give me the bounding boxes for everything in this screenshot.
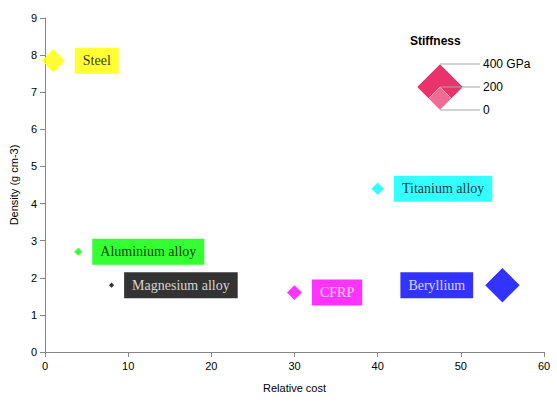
svg-text:3: 3 bbox=[31, 235, 37, 247]
svg-text:6: 6 bbox=[31, 123, 37, 135]
svg-text:9: 9 bbox=[31, 12, 37, 24]
svg-text:20: 20 bbox=[205, 360, 217, 372]
svg-text:200: 200 bbox=[483, 80, 503, 94]
svg-text:1: 1 bbox=[31, 309, 37, 321]
svg-text:2: 2 bbox=[31, 272, 37, 284]
svg-text:50: 50 bbox=[455, 360, 467, 372]
svg-text:8: 8 bbox=[31, 49, 37, 61]
svg-text:5: 5 bbox=[31, 160, 37, 172]
svg-text:40: 40 bbox=[372, 360, 384, 372]
svg-text:60: 60 bbox=[538, 360, 550, 372]
svg-text:4: 4 bbox=[31, 198, 37, 210]
svg-text:30: 30 bbox=[288, 360, 300, 372]
svg-text:0: 0 bbox=[42, 360, 48, 372]
svg-text:Steel: Steel bbox=[83, 53, 111, 68]
svg-text:Aluminium alloy: Aluminium alloy bbox=[100, 244, 196, 259]
svg-text:7: 7 bbox=[31, 86, 37, 98]
svg-text:Magnesium alloy: Magnesium alloy bbox=[132, 278, 230, 293]
svg-text:Titanium alloy: Titanium alloy bbox=[402, 181, 484, 196]
svg-text:CFRP: CFRP bbox=[320, 285, 354, 300]
svg-text:Beryllium: Beryllium bbox=[408, 278, 465, 293]
svg-text:10: 10 bbox=[122, 360, 134, 372]
svg-text:0: 0 bbox=[483, 103, 490, 117]
svg-text:0: 0 bbox=[31, 346, 37, 358]
svg-text:400 GPa: 400 GPa bbox=[483, 57, 531, 71]
svg-text:Density (g cm-3): Density (g cm-3) bbox=[8, 145, 20, 226]
svg-text:Stiffness: Stiffness bbox=[410, 34, 461, 48]
svg-text:Relative cost: Relative cost bbox=[263, 382, 326, 394]
